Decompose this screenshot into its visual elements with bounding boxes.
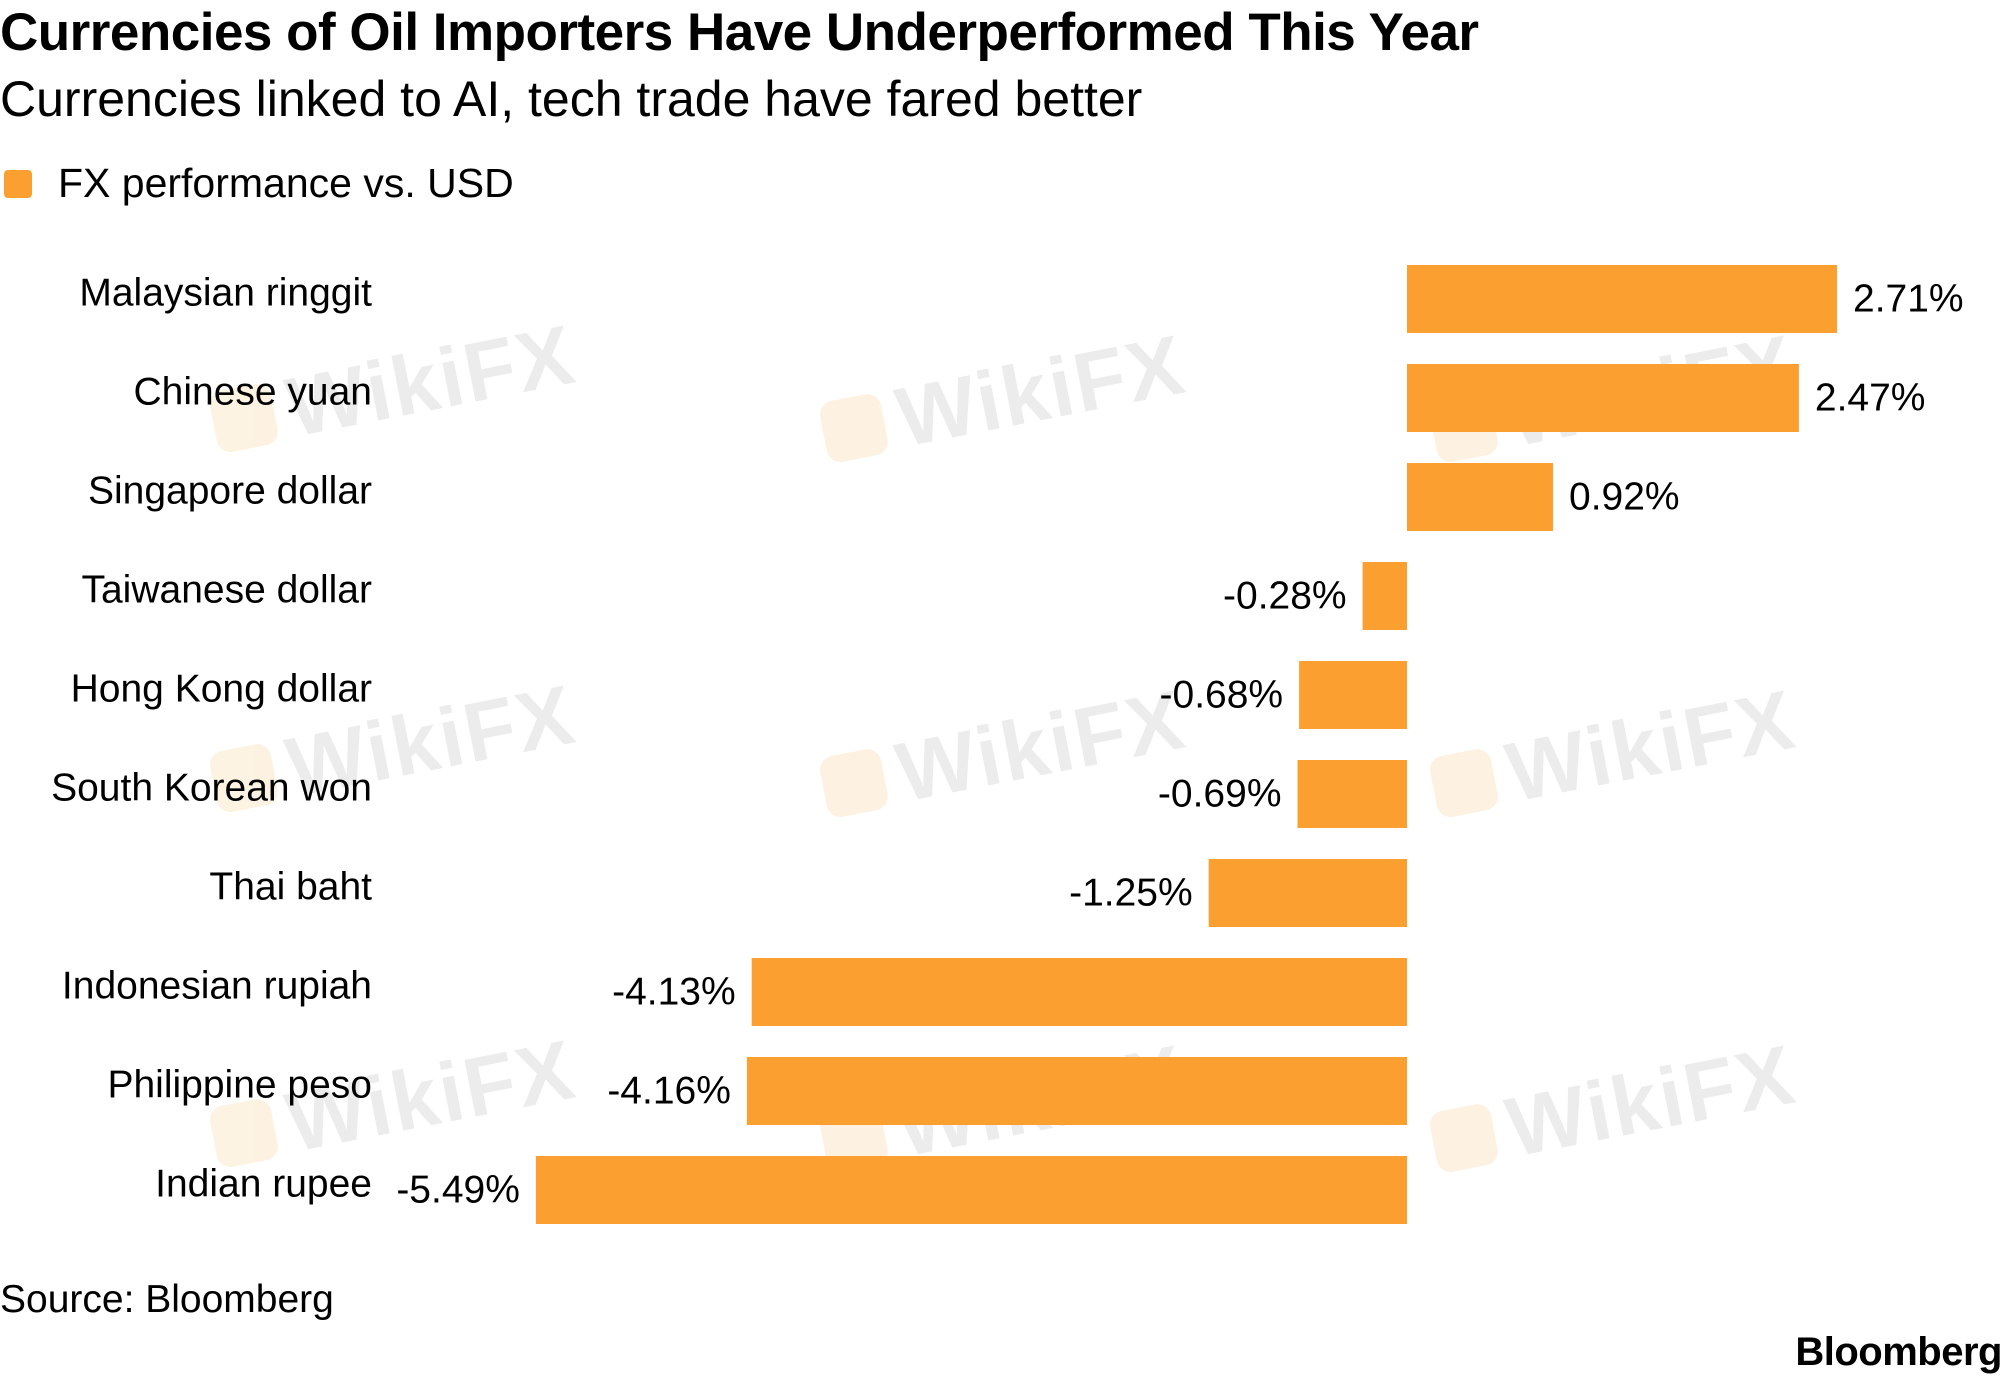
value-label: 2.47%	[1815, 376, 1926, 419]
chart-title: Currencies of Oil Importers Have Underpe…	[0, 3, 1479, 62]
bloomberg-logo: Bloomberg	[1795, 1330, 2002, 1374]
bar	[1208, 859, 1407, 927]
legend: FX performance vs. USD	[4, 160, 514, 207]
category-label: Thai baht	[209, 865, 372, 908]
legend-label: FX performance vs. USD	[58, 160, 514, 206]
value-label: -0.28%	[1223, 574, 1347, 617]
category-label: Singapore dollar	[88, 469, 372, 512]
category-label: South Korean won	[51, 766, 372, 809]
chart-subtitle: Currencies linked to AI, tech trade have…	[0, 71, 1143, 127]
value-label: -5.49%	[396, 1168, 520, 1211]
category-label: Taiwanese dollar	[81, 568, 372, 611]
value-label: -1.25%	[1069, 871, 1193, 914]
category-label: Hong Kong dollar	[71, 667, 372, 710]
value-label: 0.92%	[1569, 475, 1680, 518]
legend-swatch	[4, 169, 32, 198]
value-label: -0.69%	[1158, 772, 1282, 815]
value-label: -0.68%	[1160, 673, 1284, 716]
value-label: 2.71%	[1853, 277, 1964, 320]
bar	[1299, 661, 1407, 729]
category-label: Chinese yuan	[134, 370, 373, 413]
value-label: -4.13%	[612, 970, 736, 1013]
bar	[1297, 760, 1407, 828]
source-note: Source: Bloomberg	[0, 1278, 334, 1321]
category-label: Indonesian rupiah	[62, 964, 372, 1007]
bar	[535, 1156, 1407, 1224]
bar	[1407, 364, 1799, 432]
value-label: -4.16%	[607, 1069, 731, 1112]
category-label: Malaysian ringgit	[79, 271, 372, 314]
bar	[1362, 562, 1407, 630]
bar	[746, 1057, 1407, 1125]
bar	[751, 958, 1407, 1026]
category-label: Philippine peso	[107, 1063, 372, 1106]
bar	[1407, 265, 1837, 333]
bar	[1407, 463, 1553, 531]
category-label: Indian rupee	[155, 1162, 372, 1205]
